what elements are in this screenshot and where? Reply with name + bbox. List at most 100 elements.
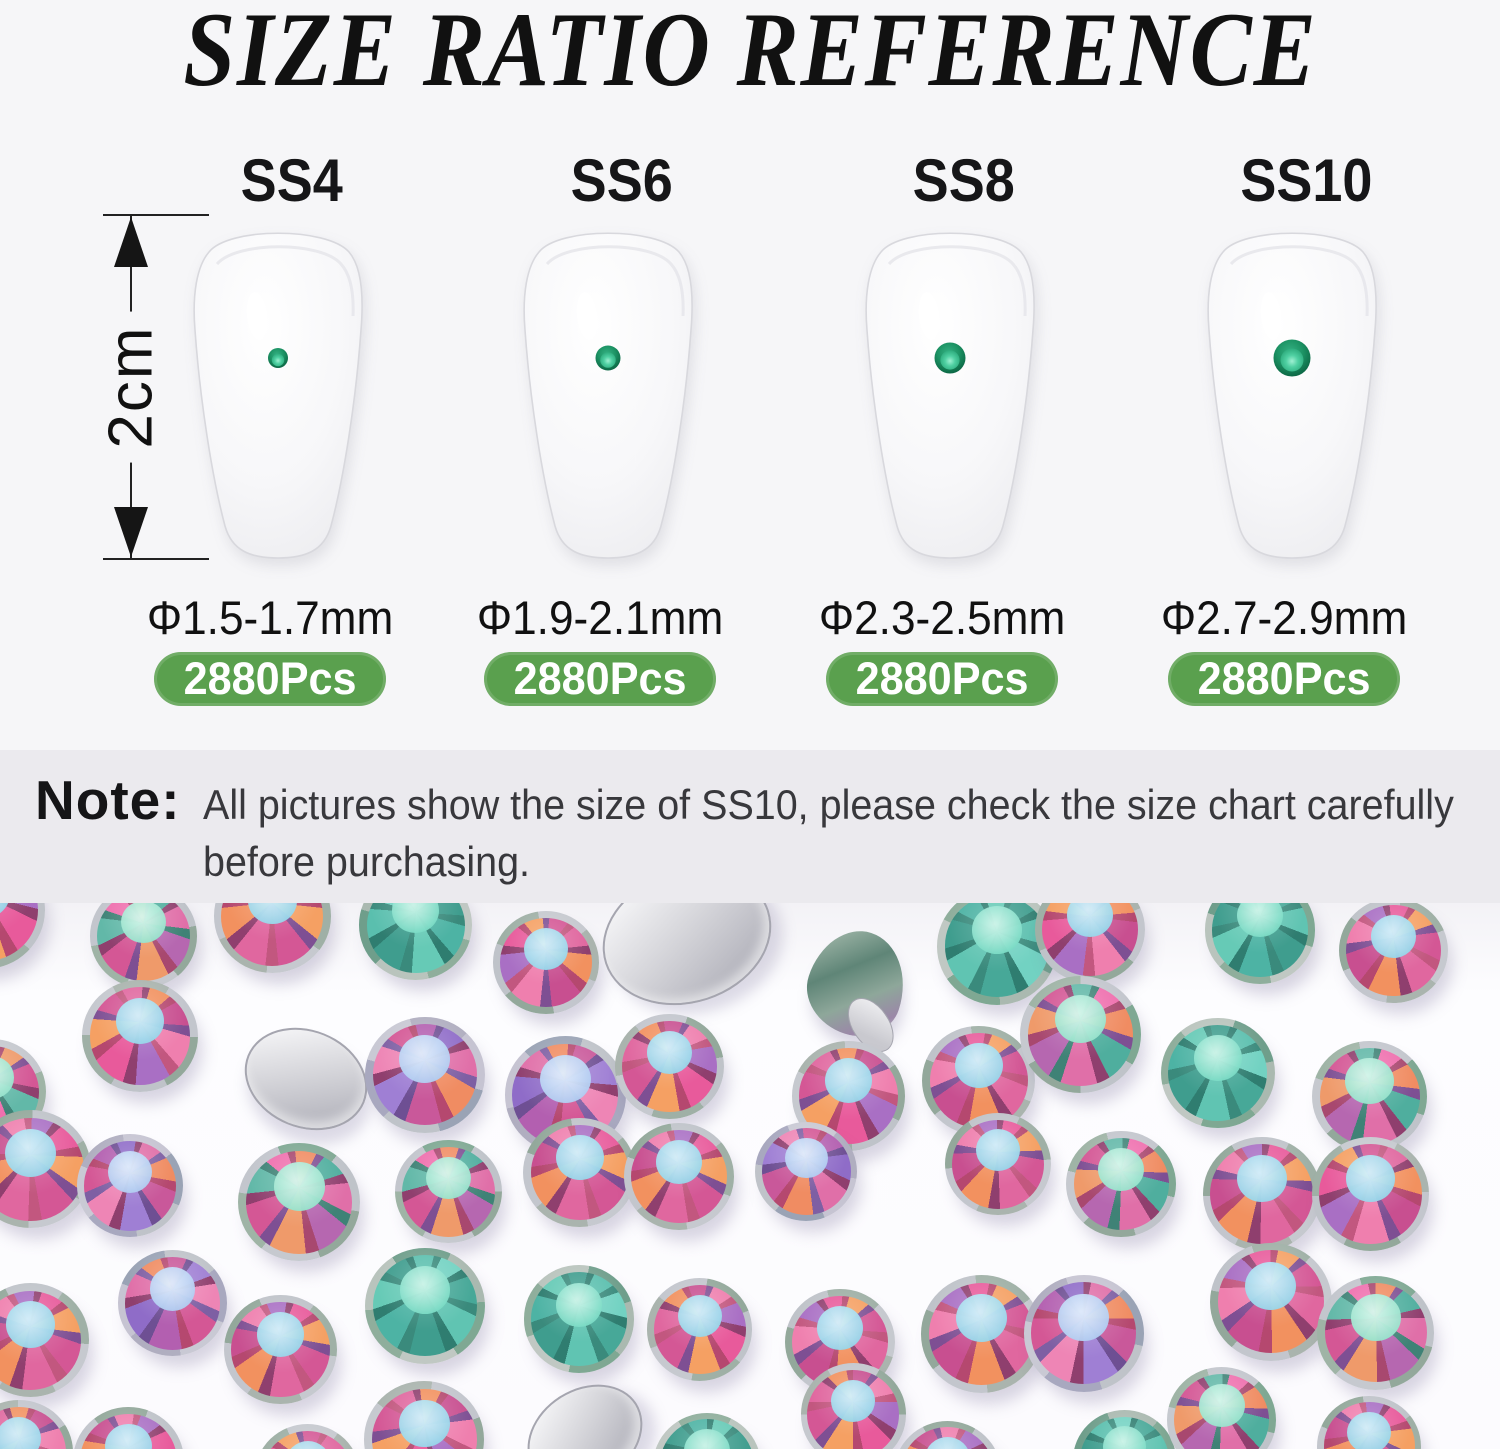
rhinestone-shine [652, 1412, 762, 1449]
rhinestone [73, 1406, 185, 1449]
rhinestone-table-facet [1245, 1261, 1297, 1310]
rhinestone-table-facet [556, 1135, 604, 1181]
diameter-label: Φ1.9-2.1mm [476, 591, 724, 644]
rhinestone-table-facet [121, 903, 167, 944]
rhinestone-table-facet [5, 1301, 55, 1349]
quantity-badge: 2880Pcs [483, 652, 717, 706]
rhinestone-table-facet [539, 1054, 591, 1104]
rhinestone-table-facet [555, 1282, 603, 1327]
rhinestone-shine [1311, 1136, 1430, 1251]
rhinestone [1202, 1136, 1321, 1252]
arrow-up-icon [114, 217, 148, 267]
rhinestone-shine [238, 1143, 361, 1262]
size-column: SS4 Φ1.5-1.7mm 2880Pcs [128, 0, 428, 750]
rhinestone [1023, 1274, 1145, 1392]
note-banner: Note: All pictures show the size of SS10… [0, 750, 1500, 903]
rhinestone-table-facet [1058, 1293, 1110, 1342]
rhinestone [1160, 1017, 1275, 1129]
rhinestone-shine [1204, 903, 1316, 984]
rhinestone-shine [1066, 1130, 1176, 1237]
rhinestone-table-facet [273, 1162, 325, 1211]
rhinestone-shine [800, 1363, 906, 1449]
rhinestone [238, 1143, 361, 1262]
rhinestone [82, 979, 198, 1093]
rhinestone-table-facet [1098, 1147, 1144, 1192]
rhinestone-table-facet [247, 903, 298, 925]
rhinestone-table-facet [971, 906, 1023, 955]
green-rhinestone-center [271, 353, 285, 367]
rhinestone-table-facet [426, 1156, 471, 1199]
rhinestone-shine [395, 1140, 502, 1244]
rhinestone [623, 1122, 735, 1231]
rhinestone-table-facet [523, 927, 569, 970]
nail-cuticle-line [215, 245, 355, 317]
rhinestone-table-facet [149, 1267, 196, 1311]
size-column: SS10 Φ2.7-2.9mm 2880Pcs [1142, 0, 1442, 750]
page-title: SIZE RATIO REFERENCE [182, 0, 1318, 108]
rhinestone-shine [90, 903, 198, 989]
rhinestone [1066, 1130, 1176, 1237]
rhinestone [224, 1294, 338, 1405]
nail-body [523, 232, 693, 559]
nail-tip-graphic [865, 232, 1035, 559]
rhinestone-table-facet [0, 1416, 42, 1449]
green-rhinestone-center [1280, 348, 1304, 372]
rhinestone-shine [1160, 1017, 1275, 1129]
rhinestone [1317, 1276, 1435, 1390]
rhinestone-shine [647, 1278, 753, 1381]
quantity-badge-wrap: 2880Pcs [792, 652, 1092, 706]
rhinestone-shine [1023, 1274, 1145, 1392]
rhinestone-table-facet [285, 1440, 330, 1449]
rhinestone-shine [1166, 1366, 1277, 1449]
nail-cuticle-line [1229, 245, 1369, 317]
rhinestone-shine [224, 1294, 338, 1405]
rhinestone-shine [82, 979, 198, 1093]
rhinestone-shine [359, 903, 472, 980]
rhinestone-shine [945, 1113, 1051, 1216]
quantity-badge: 2880Pcs [153, 652, 387, 706]
nail-body [1207, 232, 1377, 559]
rhinestone-table-facet [1193, 1035, 1242, 1081]
rhinestone [1210, 1242, 1332, 1361]
nail-tip [857, 220, 1043, 560]
rhinestone-table-facet [399, 1266, 451, 1315]
rhinestone-shine [754, 1121, 858, 1222]
rhinestone [0, 903, 46, 970]
quantity-badge-wrap: 2880Pcs [450, 652, 750, 706]
rhinestone-table-facet [256, 1312, 305, 1358]
rhinestone-flipped-silver-back [585, 903, 790, 1027]
rhinestone [945, 1113, 1051, 1216]
nail-tip [185, 220, 371, 560]
rhinestone-table-facet [399, 1399, 450, 1448]
rhinestone-shine [1210, 1242, 1332, 1361]
size-name: SS8 [912, 147, 1016, 214]
measurement-2cm: 2cm [91, 214, 210, 560]
measure-bottom-tick [103, 558, 209, 560]
nail-tip [1199, 220, 1385, 560]
rhinestone-flipped-silver-back [508, 1363, 662, 1449]
rhinestone [0, 1109, 92, 1229]
rhinestone-shine [364, 1381, 485, 1449]
rhinestone [1339, 903, 1448, 1004]
rhinestone [359, 903, 472, 980]
rhinestone-shine [893, 1420, 1002, 1449]
rhinestone [1317, 1395, 1422, 1449]
rhinestones-photo [0, 903, 1500, 1449]
rhinestone-table-facet [0, 1056, 15, 1100]
rhinestone-table-facet [684, 1429, 730, 1449]
note-label: Note: [35, 769, 181, 831]
rhinestone [364, 1381, 485, 1449]
rhinestone-shine [920, 1275, 1042, 1393]
rhinestone [1166, 1366, 1277, 1449]
rhinestone [90, 903, 198, 989]
rhinestone [1020, 976, 1141, 1094]
rhinestone [364, 1016, 485, 1133]
diameter-label: Φ1.5-1.7mm [146, 591, 394, 644]
rhinestone-table-facet [646, 1030, 693, 1074]
rhinestone-shine [1317, 1276, 1435, 1390]
rhinestone-table-facet [399, 1035, 450, 1083]
measure-top-tick [103, 214, 209, 216]
rhinestone [800, 1363, 906, 1449]
rhinestone-table-facet [1055, 994, 1106, 1043]
nail-highlight [576, 292, 598, 340]
